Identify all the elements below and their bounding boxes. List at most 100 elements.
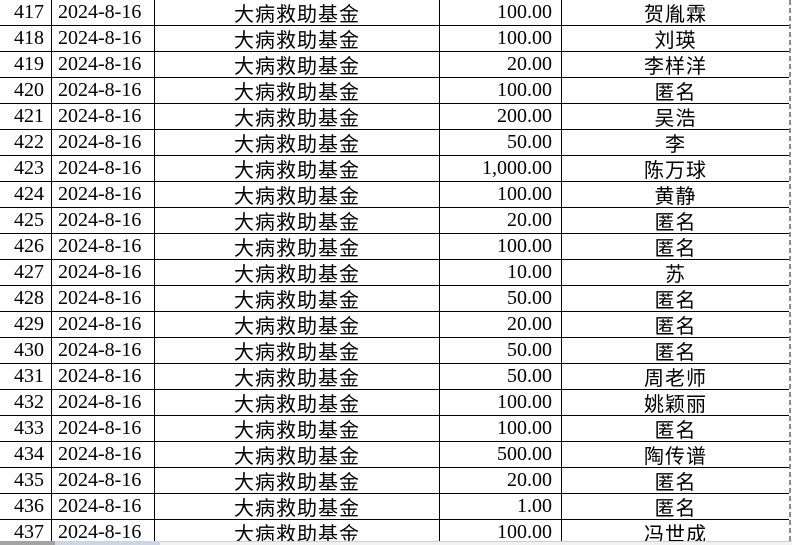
donor-name-cell[interactable]: 李样洋 — [644, 56, 707, 77]
row-number-cell[interactable]: 431 — [0, 364, 52, 389]
donor-name-cell[interactable]: 苏 — [665, 264, 686, 285]
fund-name-cell[interactable]: 大病救助基金 — [155, 26, 440, 51]
amount-cell[interactable]: 20.00 — [440, 312, 562, 337]
amount-cell[interactable]: 50.00 — [440, 338, 562, 363]
date-cell[interactable]: 2024-8-16 — [52, 286, 155, 311]
row-number-cell[interactable]: 425 — [0, 208, 52, 233]
donor-name-cell[interactable]: 匿名 — [654, 316, 697, 337]
row-number-cell[interactable]: 436 — [0, 494, 52, 519]
fund-name-cell[interactable]: 大病救助基金 — [155, 338, 440, 363]
donor-name-cell[interactable]: 匿名 — [654, 420, 697, 441]
fund-name-cell[interactable]: 大病救助基金 — [155, 390, 440, 415]
amount-cell[interactable]: 20.00 — [440, 52, 562, 77]
row-number-cell[interactable]: 428 — [0, 286, 52, 311]
amount-cell[interactable]: 50.00 — [440, 130, 562, 155]
date-cell[interactable]: 2024-8-16 — [52, 338, 155, 363]
row-number-cell[interactable]: 423 — [0, 156, 52, 181]
donor-name-cell[interactable]: 匿名 — [654, 290, 697, 311]
amount-cell[interactable]: 100.00 — [440, 416, 562, 441]
date-cell[interactable]: 2024-8-16 — [52, 442, 155, 467]
date-cell[interactable]: 2024-8-16 — [52, 468, 155, 493]
amount-cell[interactable]: 200.00 — [440, 104, 562, 129]
row-number-cell[interactable]: 433 — [0, 416, 52, 441]
row-number-cell[interactable]: 434 — [0, 442, 52, 467]
date-cell[interactable]: 2024-8-16 — [52, 104, 155, 129]
donor-name-cell[interactable]: 陶传谱 — [644, 446, 707, 467]
fund-name-cell[interactable]: 大病救助基金 — [155, 234, 440, 259]
row-number-cell[interactable]: 417 — [0, 0, 52, 25]
date-cell[interactable]: 2024-8-16 — [52, 52, 155, 77]
date-cell[interactable]: 2024-8-16 — [52, 390, 155, 415]
row-number-cell[interactable]: 420 — [0, 78, 52, 103]
date-cell[interactable]: 2024-8-16 — [52, 182, 155, 207]
row-number-cell[interactable]: 421 — [0, 104, 52, 129]
donor-name-cell[interactable]: 吴浩 — [654, 108, 697, 129]
fund-name-cell[interactable]: 大病救助基金 — [155, 156, 440, 181]
date-cell[interactable]: 2024-8-16 — [52, 78, 155, 103]
amount-cell[interactable]: 100.00 — [440, 0, 562, 25]
row-number-cell[interactable]: 426 — [0, 234, 52, 259]
amount-cell[interactable]: 100.00 — [440, 182, 562, 207]
date-cell[interactable]: 2024-8-16 — [52, 416, 155, 441]
donor-name-cell[interactable]: 李 — [665, 134, 686, 155]
fund-name-cell[interactable]: 大病救助基金 — [155, 468, 440, 493]
fund-name-cell[interactable]: 大病救助基金 — [155, 286, 440, 311]
fund-name-cell[interactable]: 大病救助基金 — [155, 312, 440, 337]
fund-name-cell[interactable]: 大病救助基金 — [155, 494, 440, 519]
date-cell[interactable]: 2024-8-16 — [52, 234, 155, 259]
fund-name-cell[interactable]: 大病救助基金 — [155, 78, 440, 103]
fund-name-cell[interactable]: 大病救助基金 — [155, 208, 440, 233]
amount-cell[interactable]: 100.00 — [440, 26, 562, 51]
date-cell[interactable]: 2024-8-16 — [52, 520, 155, 545]
fund-name-cell[interactable]: 大病救助基金 — [155, 442, 440, 467]
date-cell[interactable]: 2024-8-16 — [52, 0, 155, 25]
donor-name-cell[interactable]: 姚颖丽 — [644, 394, 707, 415]
amount-cell[interactable]: 20.00 — [440, 208, 562, 233]
date-cell[interactable]: 2024-8-16 — [52, 260, 155, 285]
donor-name-cell[interactable]: 匿名 — [654, 82, 697, 103]
amount-cell[interactable]: 500.00 — [440, 442, 562, 467]
amount-cell[interactable]: 100.00 — [440, 520, 562, 545]
donor-name-cell[interactable]: 黄静 — [654, 186, 697, 207]
fund-name-cell[interactable]: 大病救助基金 — [155, 0, 440, 25]
fund-name-cell[interactable]: 大病救助基金 — [155, 182, 440, 207]
fund-name-cell[interactable]: 大病救助基金 — [155, 520, 440, 545]
donor-name-cell[interactable]: 刘瑛 — [654, 30, 697, 51]
amount-cell[interactable]: 100.00 — [440, 390, 562, 415]
row-number-cell[interactable]: 427 — [0, 260, 52, 285]
row-number-cell[interactable]: 422 — [0, 130, 52, 155]
amount-cell[interactable]: 20.00 — [440, 468, 562, 493]
fund-name-cell[interactable]: 大病救助基金 — [155, 52, 440, 77]
donor-name-cell[interactable]: 匿名 — [654, 472, 697, 493]
row-number-cell[interactable]: 419 — [0, 52, 52, 77]
row-number-cell[interactable]: 432 — [0, 390, 52, 415]
fund-name-cell[interactable]: 大病救助基金 — [155, 260, 440, 285]
row-number-cell[interactable]: 430 — [0, 338, 52, 363]
donor-name-cell[interactable]: 匿名 — [654, 212, 697, 233]
amount-cell[interactable]: 10.00 — [440, 260, 562, 285]
donor-name-cell[interactable]: 周老师 — [644, 368, 707, 389]
donor-name-cell[interactable]: 冯世成 — [644, 524, 707, 545]
amount-cell[interactable]: 1,000.00 — [440, 156, 562, 181]
fund-name-cell[interactable]: 大病救助基金 — [155, 130, 440, 155]
donor-name-cell[interactable]: 匿名 — [654, 342, 697, 363]
donor-name-cell[interactable]: 匿名 — [654, 238, 697, 259]
amount-cell[interactable]: 100.00 — [440, 78, 562, 103]
row-number-cell[interactable]: 435 — [0, 468, 52, 493]
fund-name-cell[interactable]: 大病救助基金 — [155, 104, 440, 129]
amount-cell[interactable]: 50.00 — [440, 364, 562, 389]
amount-cell[interactable]: 50.00 — [440, 286, 562, 311]
date-cell[interactable]: 2024-8-16 — [52, 364, 155, 389]
date-cell[interactable]: 2024-8-16 — [52, 156, 155, 181]
date-cell[interactable]: 2024-8-16 — [52, 208, 155, 233]
amount-cell[interactable]: 100.00 — [440, 234, 562, 259]
donor-name-cell[interactable]: 贺胤霖 — [644, 4, 707, 25]
donor-name-cell[interactable]: 匿名 — [654, 498, 697, 519]
amount-cell[interactable]: 1.00 — [440, 494, 562, 519]
fund-name-cell[interactable]: 大病救助基金 — [155, 416, 440, 441]
date-cell[interactable]: 2024-8-16 — [52, 130, 155, 155]
donor-name-cell[interactable]: 陈万球 — [644, 160, 707, 181]
date-cell[interactable]: 2024-8-16 — [52, 494, 155, 519]
row-number-cell[interactable]: 424 — [0, 182, 52, 207]
row-number-cell[interactable]: 429 — [0, 312, 52, 337]
